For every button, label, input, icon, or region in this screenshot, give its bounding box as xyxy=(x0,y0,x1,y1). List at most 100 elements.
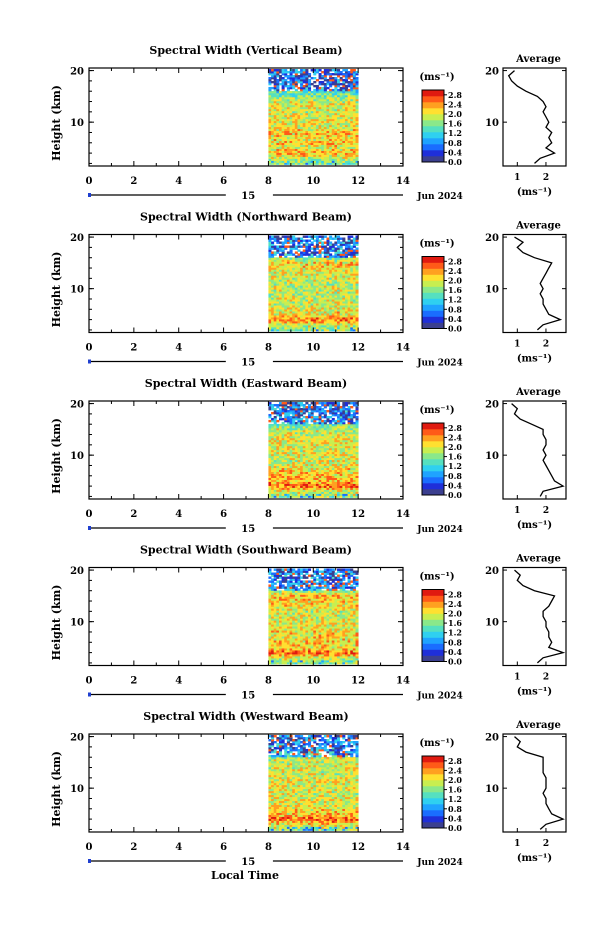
heatmap-cell xyxy=(278,413,283,417)
heatmap-cell xyxy=(315,293,319,296)
heatmap-cell xyxy=(300,435,304,439)
colorbar-tick-label: 2.0 xyxy=(448,276,462,286)
x-tick-label: 2 xyxy=(130,343,137,354)
heatmap-cell xyxy=(355,326,359,330)
heatmap-cell xyxy=(323,86,327,90)
heatmap-cell xyxy=(286,326,290,330)
heatmap-cell xyxy=(342,126,346,130)
heatmap-cell xyxy=(273,305,277,308)
heatmap-cell xyxy=(284,317,288,320)
heatmap-cell xyxy=(318,402,322,405)
heatmap-cell xyxy=(289,491,293,494)
heatmap-cell xyxy=(302,457,306,461)
heatmap-cell xyxy=(292,445,296,449)
heatmap-cell xyxy=(342,134,346,138)
heatmap-cell xyxy=(334,433,338,437)
heatmap-cell xyxy=(284,409,288,413)
heatmap-cell xyxy=(315,251,319,254)
heatmap-cell xyxy=(315,263,319,266)
heatmap-cell xyxy=(321,419,325,423)
heatmap-cell xyxy=(323,76,327,80)
heatmap-cell xyxy=(342,118,346,122)
heatmap-cell xyxy=(310,319,314,322)
heatmap-cell xyxy=(352,136,356,140)
heatmap-cell xyxy=(276,116,280,120)
heatmap-cell xyxy=(321,437,325,441)
heatmap-cell xyxy=(305,243,309,246)
heatmap-cell xyxy=(339,128,343,132)
heatmap-cell xyxy=(355,84,359,88)
heatmap-cell xyxy=(313,447,317,451)
heatmap-cell xyxy=(271,112,275,116)
heatmap-cell xyxy=(289,142,293,145)
heatmap-cell xyxy=(286,152,290,155)
heatmap-cell xyxy=(339,108,343,112)
heatmap-cell xyxy=(281,78,285,82)
heatmap-cell xyxy=(284,138,288,141)
heatmap-cell xyxy=(352,479,356,482)
heatmap-cell xyxy=(273,253,277,256)
heatmap-cell xyxy=(339,293,343,296)
heatmap-cell xyxy=(318,102,322,106)
heatmap-cell xyxy=(344,144,348,147)
heatmap-cell xyxy=(308,140,312,143)
heatmap-cell xyxy=(268,136,272,140)
heatmap-cell xyxy=(271,465,275,469)
heatmap-cell xyxy=(334,281,338,284)
heatmap-cell xyxy=(278,443,283,447)
heatmap-cell xyxy=(281,409,285,413)
heatmap-cell xyxy=(326,156,330,159)
heatmap-cell xyxy=(334,465,338,469)
heatmap-cell xyxy=(284,281,288,284)
heatmap-cell xyxy=(347,128,351,132)
heatmap-cell xyxy=(297,255,301,258)
heatmap-cell xyxy=(308,142,312,145)
heatmap-cell xyxy=(321,116,325,120)
heatmap-cell xyxy=(276,108,280,112)
heatmap-cell xyxy=(297,263,301,266)
heatmap-cell xyxy=(294,154,298,157)
heatmap-cell xyxy=(326,427,330,431)
heatmap-cell xyxy=(281,421,285,425)
heatmap-cell xyxy=(302,281,306,284)
heatmap-cell xyxy=(273,495,277,498)
heatmap-cell xyxy=(337,406,341,409)
heatmap-cell xyxy=(344,158,348,161)
heatmap-cell xyxy=(302,305,306,308)
heatmap-cell xyxy=(344,408,348,411)
heatmap-cell xyxy=(294,239,298,242)
heatmap-cell xyxy=(347,457,351,461)
heatmap-cell xyxy=(318,469,322,473)
heatmap-cell xyxy=(294,455,298,459)
heatmap-cell xyxy=(302,301,306,304)
heatmap-cell xyxy=(313,138,317,141)
heatmap-cell xyxy=(318,235,322,238)
heatmap-cell xyxy=(300,134,304,138)
heatmap-cell xyxy=(329,483,333,486)
heatmap-cell xyxy=(321,251,325,254)
heatmap-cell xyxy=(315,307,319,310)
heatmap-cell xyxy=(300,96,304,100)
heatmap-cell xyxy=(278,102,283,106)
heatmap-cell xyxy=(313,291,317,294)
heatmap-cell xyxy=(329,303,333,306)
heatmap-cell xyxy=(305,321,309,324)
heatmap-cell xyxy=(281,319,285,322)
heatmap-cell xyxy=(276,283,280,286)
y-tick-label: 10 xyxy=(70,118,84,129)
heatmap-cell xyxy=(342,158,346,161)
heatmap-cell xyxy=(268,283,272,286)
heatmap-cell xyxy=(289,493,293,496)
heatmap-cell xyxy=(352,112,356,116)
heatmap-cell xyxy=(342,475,346,478)
heatmap-cell xyxy=(331,116,335,120)
heatmap-cell xyxy=(326,273,330,276)
heatmap-cell xyxy=(323,130,327,134)
heatmap-cell xyxy=(305,84,309,88)
heatmap-cell xyxy=(344,293,348,296)
heatmap-cell xyxy=(300,421,304,425)
heatmap-cell xyxy=(297,415,301,419)
heatmap-cell xyxy=(308,263,312,266)
heatmap-cell xyxy=(300,154,304,157)
heatmap-cell xyxy=(313,259,317,262)
